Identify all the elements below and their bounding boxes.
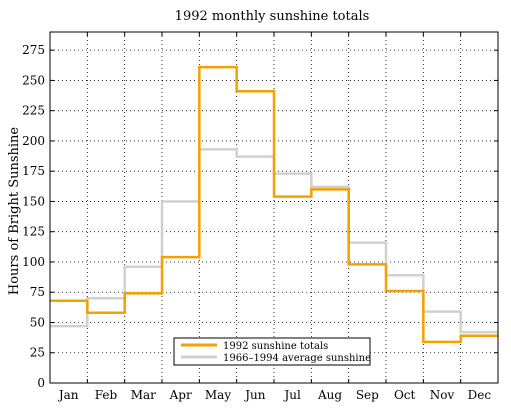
y-tick-label: 200 (22, 134, 45, 148)
x-tick-label-nov: Nov (430, 388, 455, 402)
grid-lines (50, 32, 498, 383)
y-tick-label: 125 (22, 225, 45, 239)
x-tick-label-jun: Jun (243, 388, 266, 402)
y-tick-label: 75 (30, 285, 45, 299)
chart-title: 1992 monthly sunshine totals (175, 9, 370, 24)
y-tick-label: 25 (30, 346, 45, 360)
plot-frame (49, 31, 499, 384)
x-tick-label-dec: Dec (468, 388, 492, 402)
x-tick-label-sep: Sep (356, 388, 379, 402)
x-tick-label-jan: Jan (57, 388, 79, 402)
y-tick-label: 275 (22, 43, 45, 57)
axes: 0 25 50 75 100 125 150 175 200 225 250 275 Jan Feb Mar… (22, 31, 499, 402)
y-tick-label: 50 (30, 315, 45, 329)
y-tick-label: 0 (37, 376, 45, 390)
y-axis-label: Hours of Bright Sunshine (7, 127, 22, 296)
legend: 1992 sunshine totals 1966–1994 average s… (173, 337, 371, 366)
series-line-0 (50, 65, 498, 344)
y-tick-label: 150 (22, 194, 45, 208)
x-tick-label-feb: Feb (95, 388, 118, 402)
x-tick-label-apr: Apr (169, 388, 192, 402)
x-tick-label-aug: Aug (317, 388, 342, 402)
legend-label-1992: 1992 sunshine totals (223, 341, 328, 352)
x-tick-label-may: May (205, 388, 231, 402)
legend-box (173, 337, 371, 366)
y-tick-label: 175 (22, 164, 45, 178)
y-tick-label: 225 (22, 104, 45, 118)
y-tick-label: 100 (22, 255, 45, 269)
legend-label-average: 1966–1994 average sunshine (223, 353, 371, 364)
x-tick-label-mar: Mar (131, 388, 156, 402)
x-tick-label-jul: Jul (282, 388, 301, 402)
y-tick-label: 250 (22, 73, 45, 87)
x-tick-label-oct: Oct (394, 388, 416, 402)
series-lines (50, 65, 498, 344)
